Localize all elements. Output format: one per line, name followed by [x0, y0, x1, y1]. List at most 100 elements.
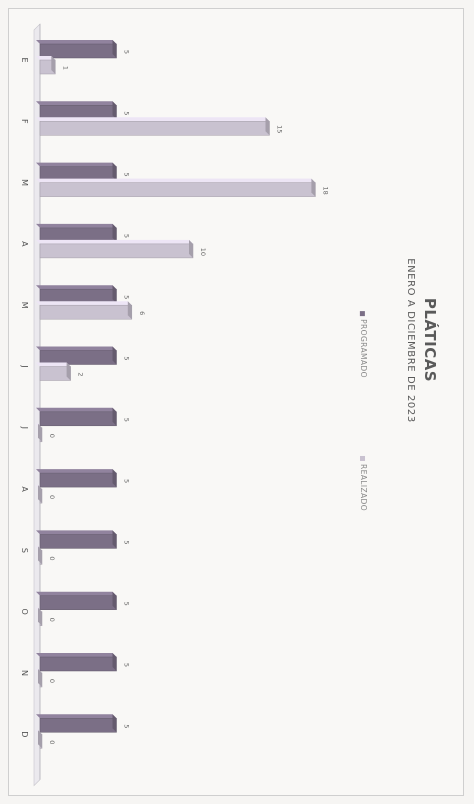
- bar-programado: [39, 411, 117, 427]
- bar-programado-value-label: 5: [123, 663, 131, 667]
- bar-programado-value-label: 5: [123, 295, 131, 299]
- bar-programado-end: [112, 591, 117, 610]
- category-label: O: [20, 609, 29, 615]
- bar-realizado: [39, 182, 316, 197]
- bar-programado-top: [36, 40, 117, 44]
- bar-realizado-end: [127, 301, 132, 320]
- bar-realizado-end: [189, 239, 193, 258]
- category-label: E: [20, 57, 29, 62]
- bar-programado-value-label: 5: [123, 479, 131, 483]
- bar-programado: [39, 288, 117, 304]
- bar-realizado-value-label: 0: [48, 434, 56, 438]
- bar-realizado: [39, 304, 133, 320]
- bar-programado-top: [36, 223, 117, 228]
- bar-programado-value-label: 5: [123, 356, 131, 360]
- legend-swatch-realizado: [360, 455, 366, 461]
- bar-realizado-end: [38, 485, 42, 504]
- bar-programado-value-label: 5: [123, 111, 131, 115]
- bar-programado-top: [36, 530, 117, 535]
- chart-subtitle: ENERO A DICIEMBRE DE 2023: [404, 257, 416, 423]
- bar-programado: [39, 472, 117, 488]
- bar-realizado-end: [66, 362, 71, 381]
- bar-programado-value-label: 5: [123, 724, 131, 728]
- bar-realizado-top: [36, 301, 132, 306]
- category-label: M: [20, 302, 29, 309]
- bar-realizado-value-label: 0: [48, 495, 56, 499]
- bar-realizado-top: [36, 56, 56, 60]
- bar-programado: [39, 350, 117, 365]
- chart-title: PLÁTICAS: [421, 297, 440, 383]
- bar-realizado-value-label: 6: [138, 311, 146, 315]
- bar-programado: [39, 105, 117, 120]
- bar-realizado-end: [38, 546, 42, 565]
- bar-programado-end: [112, 223, 117, 242]
- bar-realizado-value-label: 0: [48, 556, 56, 560]
- bar-realizado-value-label: 10: [199, 248, 207, 256]
- bar-programado-end: [112, 40, 117, 58]
- bar-programado-top: [36, 407, 117, 412]
- bar-programado-end: [112, 346, 117, 365]
- bar-programado-end: [112, 162, 117, 181]
- bar-programado-value-label: 5: [123, 234, 131, 238]
- bar-realizado-value-label: 18: [321, 186, 329, 194]
- category-label: D: [20, 731, 29, 737]
- bar-programado: [39, 166, 117, 181]
- bar-programado-end: [112, 530, 117, 549]
- bar-realizado-end: [265, 117, 270, 136]
- bar-realizado-value-label: 2: [77, 372, 85, 376]
- bar-realizado-end: [38, 730, 42, 749]
- bar-realizado-top: [36, 117, 270, 122]
- bar-realizado-value-label: 1: [61, 66, 69, 70]
- bar-programado-top: [36, 285, 117, 290]
- bar-programado-value-label: 5: [123, 418, 131, 422]
- bar-programado-top: [36, 101, 117, 106]
- bar-programado-top: [36, 469, 117, 474]
- bar-programado-top: [36, 346, 117, 351]
- bar-realizado-top: [36, 178, 316, 183]
- bar-programado: [39, 595, 117, 610]
- bar-programado-end: [112, 407, 117, 426]
- legend-label-programado: PROGRAMADO: [358, 318, 368, 378]
- bar-programado-end: [112, 469, 117, 488]
- bar-programado-value-label: 5: [123, 602, 131, 606]
- category-label: N: [20, 670, 29, 676]
- bar-programado: [39, 534, 117, 549]
- category-label: J: [20, 364, 29, 367]
- legend-item-programado: PROGRAMADO: [358, 310, 368, 378]
- bar-realizado: [39, 243, 194, 259]
- bar-programado-value-label: 5: [123, 50, 131, 54]
- category-label: S: [20, 548, 29, 553]
- bar-realizado-end: [51, 56, 56, 74]
- bar-realizado: [39, 121, 270, 136]
- bar-programado-top: [36, 653, 117, 657]
- bar-realizado-top: [36, 362, 71, 367]
- bar-realizado-end: [38, 607, 42, 626]
- bar-programado: [39, 656, 117, 672]
- bar-programado-end: [112, 653, 117, 671]
- bar-programado-value-label: 5: [123, 540, 131, 544]
- bar-programado: [39, 43, 117, 59]
- bar-realizado-value-label: 15: [276, 125, 284, 133]
- bar-programado-top: [36, 162, 117, 167]
- bar-realizado-end: [38, 669, 42, 687]
- bar-realizado-value-label: 0: [48, 740, 56, 744]
- bar-programado-top: [36, 714, 117, 719]
- bar-realizado: [39, 366, 71, 381]
- bar-programado-end: [112, 101, 117, 120]
- category-label: M: [20, 179, 29, 186]
- bar-realizado-end: [38, 423, 42, 442]
- bar-programado-end: [112, 285, 117, 304]
- bar-realizado-top: [36, 239, 193, 244]
- legend-label-realizado: REALIZADO: [358, 463, 368, 511]
- legend-swatch-programado: [359, 310, 365, 316]
- category-label: A: [20, 241, 29, 247]
- bar-realizado-value-label: 0: [48, 679, 56, 683]
- bar-realizado-end: [311, 178, 316, 197]
- category-label: F: [20, 119, 29, 124]
- category-label: J: [20, 426, 29, 429]
- bar-programado-value-label: 5: [123, 173, 131, 177]
- bar-programado: [39, 227, 117, 243]
- bar-programado: [39, 718, 117, 733]
